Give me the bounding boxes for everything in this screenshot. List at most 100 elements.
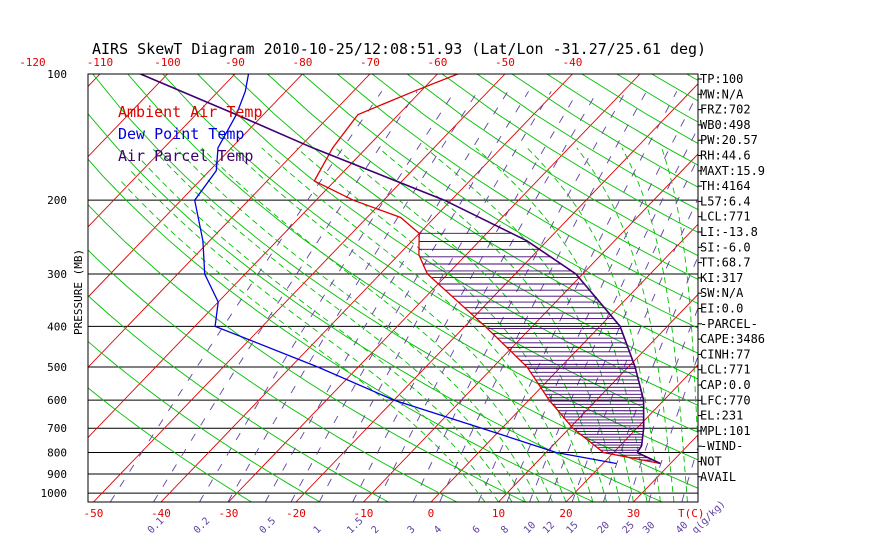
plot-area — [0, 74, 870, 502]
bottom-temp-tick-label: -40 — [151, 507, 171, 520]
isotherm — [0, 74, 32, 502]
moist-adiabat — [120, 180, 486, 502]
dry-adiabat — [406, 74, 698, 257]
bottom-temp-tick-label: 30 — [627, 507, 640, 520]
moist-adiabat — [296, 147, 594, 502]
index-value: -WIND- — [700, 439, 743, 453]
pressure-tick-label-300: 300 — [47, 268, 67, 281]
legend-ambient-air-temp: Ambient Air Temp — [118, 103, 263, 121]
pressure-tick-label-700: 700 — [47, 422, 67, 435]
dry-adiabat — [337, 74, 698, 304]
moist-adiabat — [475, 147, 648, 502]
y-axis-label: PRESSURE (MB) — [72, 249, 85, 335]
mixing-ratio-line — [627, 307, 698, 502]
index-value: LI:-13.8 — [700, 225, 758, 239]
mixing-ratio-label: 12 — [541, 520, 557, 536]
mixing-ratio-label: 2 — [370, 524, 382, 536]
index-value: TH:4164 — [700, 179, 751, 193]
index-value: KI:317 — [700, 271, 743, 285]
isotherm — [88, 74, 438, 439]
legend-air-parcel-temp: Air Parcel Temp — [118, 147, 253, 165]
pressure-tick-label-800: 800 — [47, 447, 67, 460]
pressure-tick-label-600: 600 — [47, 394, 67, 407]
air-parcel-temp-line — [140, 74, 661, 465]
mixing-ratio-label: 1 — [312, 524, 324, 536]
legend: Ambient Air Temp Dew Point Temp Air Parc… — [118, 103, 263, 165]
top-temp-tick-label: -50 — [495, 56, 515, 69]
index-value: LFC:770 — [700, 393, 751, 407]
mixing-ratio-line — [153, 91, 418, 502]
pressure-tick-label-900: 900 — [47, 468, 67, 481]
dry-adiabat — [88, 249, 458, 502]
mixing-ratio-label: 0.2 — [192, 516, 213, 537]
moist-adiabat — [378, 147, 621, 502]
dry-adiabat — [511, 74, 698, 188]
index-value: EI:0.0 — [700, 302, 743, 316]
pressure-tick-label-500: 500 — [47, 361, 67, 374]
index-value: CINH:77 — [700, 347, 751, 361]
top-temp-tick-label: -60 — [428, 56, 448, 69]
index-value: CAPE:3486 — [700, 332, 765, 346]
isotherm — [498, 293, 698, 502]
dry-adiabat — [792, 74, 870, 502]
moist-adiabat — [261, 147, 580, 502]
index-value: SI:-6.0 — [700, 240, 751, 254]
isotherm — [88, 74, 168, 158]
moist-adiabat — [526, 147, 661, 502]
index-value: L57:6.4 — [700, 194, 751, 208]
dew-point-temp-line — [194, 74, 617, 465]
mixing-ratio-line — [477, 91, 678, 502]
dry-adiabat — [651, 74, 698, 102]
top-temp-tick-label: -120 — [19, 56, 46, 69]
dry-adiabat — [441, 74, 698, 233]
mixing-ratio-line — [227, 91, 479, 502]
index-value: AVAIL — [700, 470, 736, 484]
moist-adiabat — [140, 159, 513, 502]
index-value: SW:N/A — [700, 286, 744, 300]
bottom-temp-tick-label: -10 — [354, 507, 374, 520]
dry-adiabat — [232, 74, 698, 380]
mixing-ratio-label: 40 — [674, 520, 690, 536]
mixing-ratio-line — [199, 91, 456, 502]
mixing-ratio-label: 25 — [621, 520, 637, 536]
isotherm — [93, 74, 506, 502]
index-value: CAP:0.0 — [700, 378, 751, 392]
pressure-tick-label-1000: 1000 — [41, 487, 68, 500]
index-value: LCL:771 — [700, 210, 751, 224]
top-temp-tick-label: -90 — [225, 56, 245, 69]
bottom-temp-tick-label: 20 — [559, 507, 572, 520]
dry-adiabat — [372, 74, 698, 280]
dry-adiabat — [757, 74, 870, 502]
index-value: MAXT:15.9 — [700, 164, 765, 178]
mixing-ratio-line — [439, 91, 647, 502]
isotherm — [88, 74, 236, 228]
mixing-ratio-label: 15 — [564, 520, 580, 536]
top-temp-tick-label: -80 — [293, 56, 313, 69]
dry-adiabat — [88, 158, 594, 502]
pressure-tick-label-100: 100 — [47, 68, 67, 81]
mixing-ratio-label: 20 — [596, 520, 612, 536]
moist-adiabat — [425, 147, 634, 502]
bottom-temp-tick-label: -50 — [84, 507, 104, 520]
isotherm — [295, 83, 698, 502]
dry-adiabat — [88, 113, 663, 502]
mixing-ratio-label: 0.5 — [258, 516, 279, 537]
plot-frame — [87, 73, 699, 503]
bottom-temp-tick-label: -30 — [219, 507, 239, 520]
index-value: MW:N/A — [700, 87, 744, 101]
index-value: -PARCEL- — [700, 317, 758, 331]
isotherm — [160, 74, 573, 502]
legend-dew-point-temp: Dew Point Temp — [118, 125, 244, 143]
isotherm — [88, 74, 371, 368]
top-temp-tick-label: -100 — [154, 56, 181, 69]
isotherm — [88, 74, 303, 298]
index-value: FRZ:702 — [700, 103, 751, 117]
chart-title: AIRS SkewT Diagram 2010-10-25/12:08:51.9… — [92, 40, 706, 58]
mixing-ratio-line — [506, 92, 698, 502]
moist-adiabat — [229, 147, 567, 502]
dry-adiabat — [88, 294, 389, 502]
dry-adiabat — [267, 74, 698, 354]
dry-adiabat — [88, 204, 526, 502]
moist-adiabat — [130, 170, 499, 502]
